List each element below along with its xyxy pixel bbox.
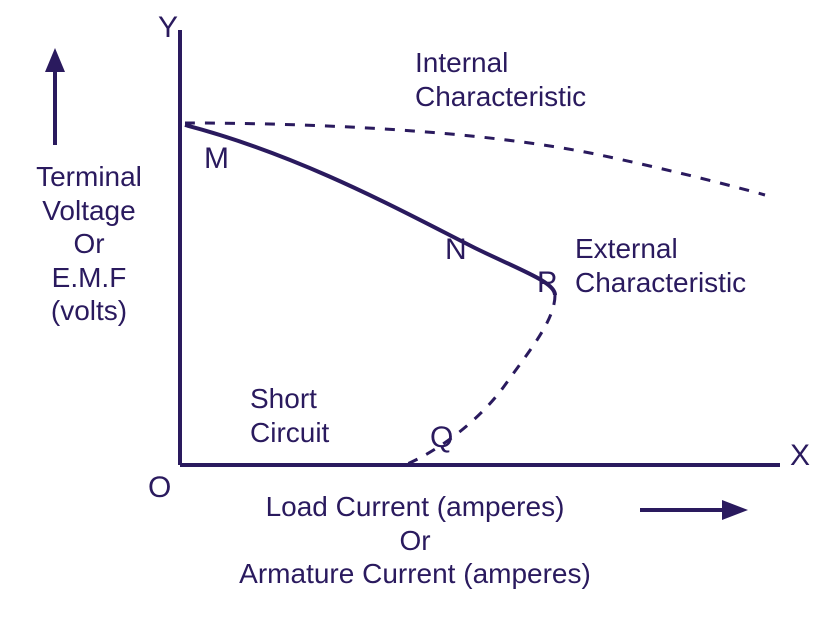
- point-N: N: [445, 232, 467, 268]
- y-title-line-5: (volts): [4, 294, 174, 328]
- internal-line-1: Internal: [415, 46, 586, 80]
- y-title-line-4: E.M.F: [4, 261, 174, 295]
- y-axis-title: Terminal Voltage Or E.M.F (volts): [4, 160, 174, 328]
- point-Q: Q: [430, 420, 453, 456]
- y-axis-label: Y: [158, 10, 178, 46]
- short-line-2: Circuit: [250, 416, 329, 450]
- internal-line-2: Characteristic: [415, 80, 586, 114]
- x-title-line-2: Or: [150, 524, 680, 558]
- internal-label: Internal Characteristic: [415, 46, 586, 113]
- external-line-1: External: [575, 232, 746, 266]
- y-title-line-2: Voltage: [4, 194, 174, 228]
- short-line-1: Short: [250, 382, 329, 416]
- x-title-line-3: Armature Current (amperes): [150, 557, 680, 591]
- external-label: External Characteristic: [575, 232, 746, 299]
- x-axis-title: Load Current (amperes) Or Armature Curre…: [150, 490, 680, 591]
- external-dashed-curve: [405, 295, 555, 465]
- internal-curve: [185, 123, 765, 195]
- x-axis-label: X: [790, 438, 810, 474]
- y-title-line-3: Or: [4, 227, 174, 261]
- y-arrow-head: [45, 48, 65, 72]
- external-solid-curve: [185, 125, 555, 295]
- short-circuit-label: Short Circuit: [250, 382, 329, 449]
- point-P: P: [537, 265, 557, 301]
- point-M: M: [204, 141, 229, 177]
- chart-container: Y X O Terminal Voltage Or E.M.F (volts) …: [0, 0, 831, 617]
- x-arrow-head: [722, 500, 748, 520]
- y-title-line-1: Terminal: [4, 160, 174, 194]
- external-line-2: Characteristic: [575, 266, 746, 300]
- x-title-line-1: Load Current (amperes): [150, 490, 680, 524]
